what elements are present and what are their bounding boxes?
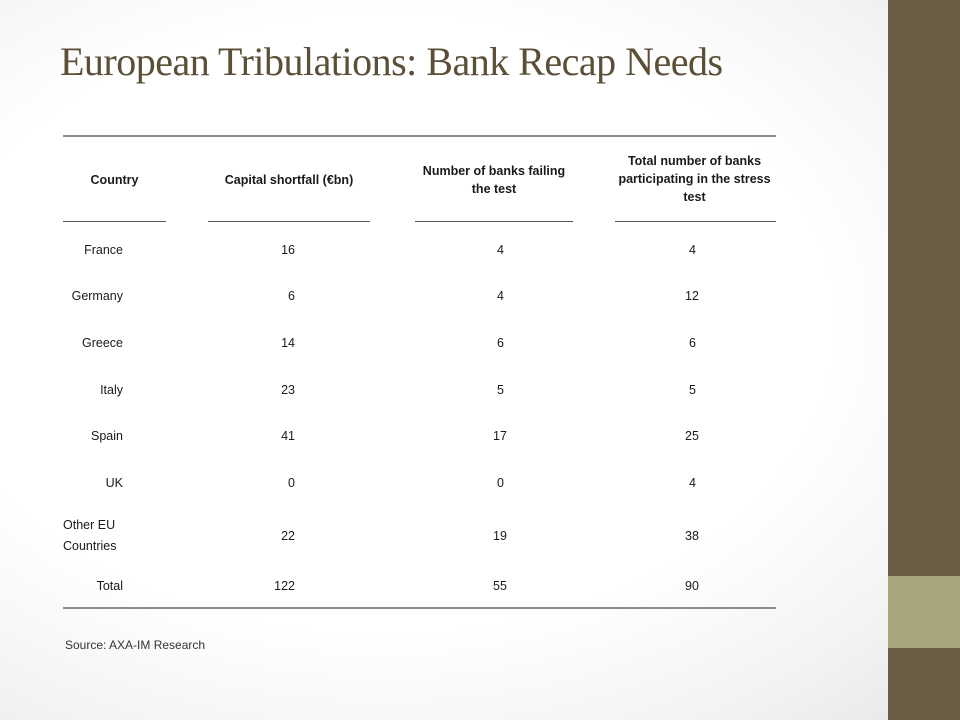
cell-capital-shortfall: 23: [281, 383, 295, 397]
cell-banks-failing: 5: [497, 383, 504, 397]
table-top-rule: [63, 135, 776, 137]
source-note: Source: AXA-IM Research: [65, 638, 206, 652]
header-underline-country: [63, 221, 166, 222]
table-row: Spain 41 17 25: [63, 415, 776, 455]
cell-total-banks: 90: [685, 579, 699, 593]
cell-banks-failing: 4: [497, 289, 504, 303]
cell-total-banks: 5: [689, 383, 696, 397]
cell-capital-shortfall: 14: [281, 336, 295, 350]
cell-banks-failing: 0: [497, 476, 504, 490]
cell-country: Spain: [91, 429, 123, 443]
cell-country: Other EU Countries: [63, 518, 117, 553]
header-capital-shortfall: Capital shortfall (€bn): [224, 173, 354, 187]
cell-total-banks: 38: [685, 529, 699, 543]
cell-country: France: [84, 243, 123, 257]
table-row: France 16 4 4: [63, 229, 776, 269]
cell-country: UK: [105, 476, 123, 490]
cell-capital-shortfall: 122: [274, 579, 295, 593]
table-bottom-rule: [63, 607, 776, 609]
decorative-band-accent: [888, 576, 960, 648]
cell-total-banks: 4: [689, 243, 696, 257]
cell-capital-shortfall: 41: [281, 429, 295, 443]
slide-title: European Tribulations: Bank Recap Needs: [60, 39, 723, 84]
cell-banks-failing: 17: [493, 429, 507, 443]
cell-country: Italy: [100, 383, 123, 397]
header-total-banks: Total number of banks participating in t…: [618, 154, 771, 204]
header-underline-failing: [415, 221, 573, 222]
cell-capital-shortfall: 16: [281, 243, 295, 257]
table-row: Germany 6 4 12: [63, 275, 776, 315]
cell-banks-failing: 6: [497, 336, 504, 350]
header-underline-total: [615, 221, 776, 222]
decorative-side-band: [888, 0, 960, 720]
cell-banks-failing: 55: [493, 579, 507, 593]
cell-total-banks: 4: [689, 476, 696, 490]
cell-capital-shortfall: 22: [281, 529, 295, 543]
table-row: Total 122 55 90: [63, 565, 776, 605]
cell-capital-shortfall: 0: [288, 476, 295, 490]
table-row: UK 0 0 4: [63, 462, 776, 502]
cell-country: Total: [96, 579, 123, 593]
header-banks-failing: Number of banks failing the test: [422, 164, 566, 196]
table-row: Greece 14 6 6: [63, 322, 776, 362]
table-row: Italy 23 5 5: [63, 369, 776, 409]
cell-country: Germany: [71, 289, 123, 303]
header-country: Country: [90, 173, 139, 187]
cell-country: Greece: [82, 336, 123, 350]
table-row: Other EU Countries 22 19 38: [63, 515, 776, 555]
header-underline-capital: [208, 221, 370, 222]
cell-total-banks: 6: [689, 336, 696, 350]
cell-total-banks: 12: [685, 289, 699, 303]
cell-total-banks: 25: [685, 429, 699, 443]
cell-banks-failing: 19: [493, 529, 507, 543]
cell-banks-failing: 4: [497, 243, 504, 257]
cell-capital-shortfall: 6: [288, 289, 295, 303]
